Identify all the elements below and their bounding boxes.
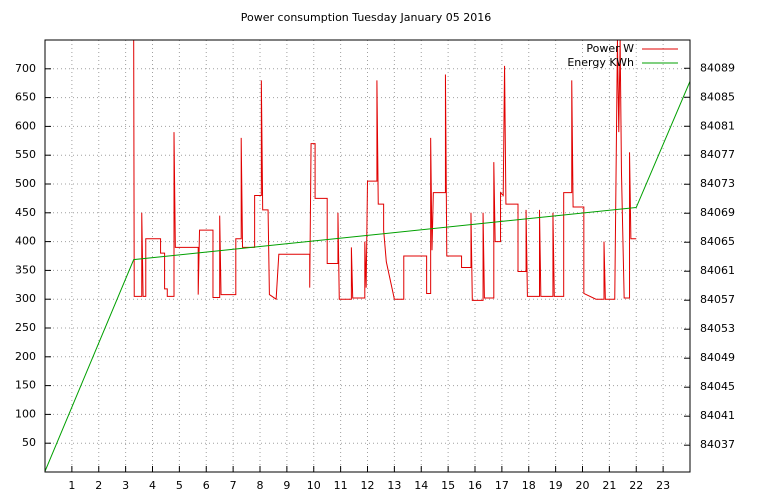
x-tick-label: 9 (283, 479, 290, 492)
x-tick-label: 13 (387, 479, 401, 492)
x-tick-label: 16 (468, 479, 482, 492)
legend-label: Energy KWh (567, 56, 634, 69)
x-tick-label: 11 (334, 479, 348, 492)
y-tick-label: 450 (15, 206, 36, 219)
y2-tick-label: 84045 (700, 380, 735, 393)
x-tick-label: 5 (176, 479, 183, 492)
y2-tick-label: 84037 (700, 438, 735, 451)
chart-title: Power consumption Tuesday January 05 201… (241, 11, 491, 24)
y2-tick-label: 84081 (700, 119, 735, 132)
x-tick-label: 6 (203, 479, 210, 492)
x-tick-label: 7 (230, 479, 237, 492)
x-tick-label: 21 (602, 479, 616, 492)
x-tick-label: 2 (95, 479, 102, 492)
x-tick-label: 12 (361, 479, 375, 492)
x-tick-label: 4 (149, 479, 156, 492)
y2-tick-label: 84085 (700, 90, 735, 103)
y-tick-label: 600 (15, 119, 36, 132)
y-tick-label: 250 (15, 321, 36, 334)
y2-tick-label: 84069 (700, 206, 735, 219)
y2-tick-label: 84057 (700, 293, 735, 306)
y-tick-label: 50 (22, 436, 36, 449)
y2-tick-label: 84049 (700, 351, 735, 364)
y2-tick-label: 84061 (700, 264, 735, 277)
y-tick-label: 350 (15, 263, 36, 276)
y-tick-label: 200 (15, 350, 36, 363)
x-tick-label: 23 (656, 479, 670, 492)
y2-tick-label: 84053 (700, 322, 735, 335)
x-tick-label: 20 (576, 479, 590, 492)
y-tick-label: 100 (15, 407, 36, 420)
y-tick-label: 650 (15, 91, 36, 104)
x-tick-label: 17 (495, 479, 509, 492)
data-line (133, 40, 637, 301)
x-tick-label: 19 (549, 479, 563, 492)
y-tick-label: 700 (15, 62, 36, 75)
x-tick-label: 3 (122, 479, 129, 492)
x-tick-label: 18 (522, 479, 536, 492)
legend-label: Power W (586, 42, 634, 55)
y-tick-label: 400 (15, 235, 36, 248)
x-tick-label: 8 (257, 479, 264, 492)
y2-tick-label: 84089 (700, 61, 735, 74)
y2-tick-label: 84065 (700, 235, 735, 248)
x-tick-label: 22 (629, 479, 643, 492)
x-tick-label: 10 (307, 479, 321, 492)
data-line (45, 81, 690, 472)
plot-border (44, 39, 691, 473)
y-tick-label: 500 (15, 177, 36, 190)
x-tick-label: 14 (414, 479, 428, 492)
y-tick-label: 300 (15, 292, 36, 305)
y2-tick-label: 84077 (700, 148, 735, 161)
y-tick-label: 550 (15, 148, 36, 161)
y2-tick-label: 84073 (700, 177, 735, 190)
x-tick-label: 15 (441, 479, 455, 492)
plot-area (45, 40, 690, 472)
y-tick-label: 150 (15, 379, 36, 392)
x-tick-label: 1 (68, 479, 75, 492)
y2-tick-label: 84041 (700, 409, 735, 422)
